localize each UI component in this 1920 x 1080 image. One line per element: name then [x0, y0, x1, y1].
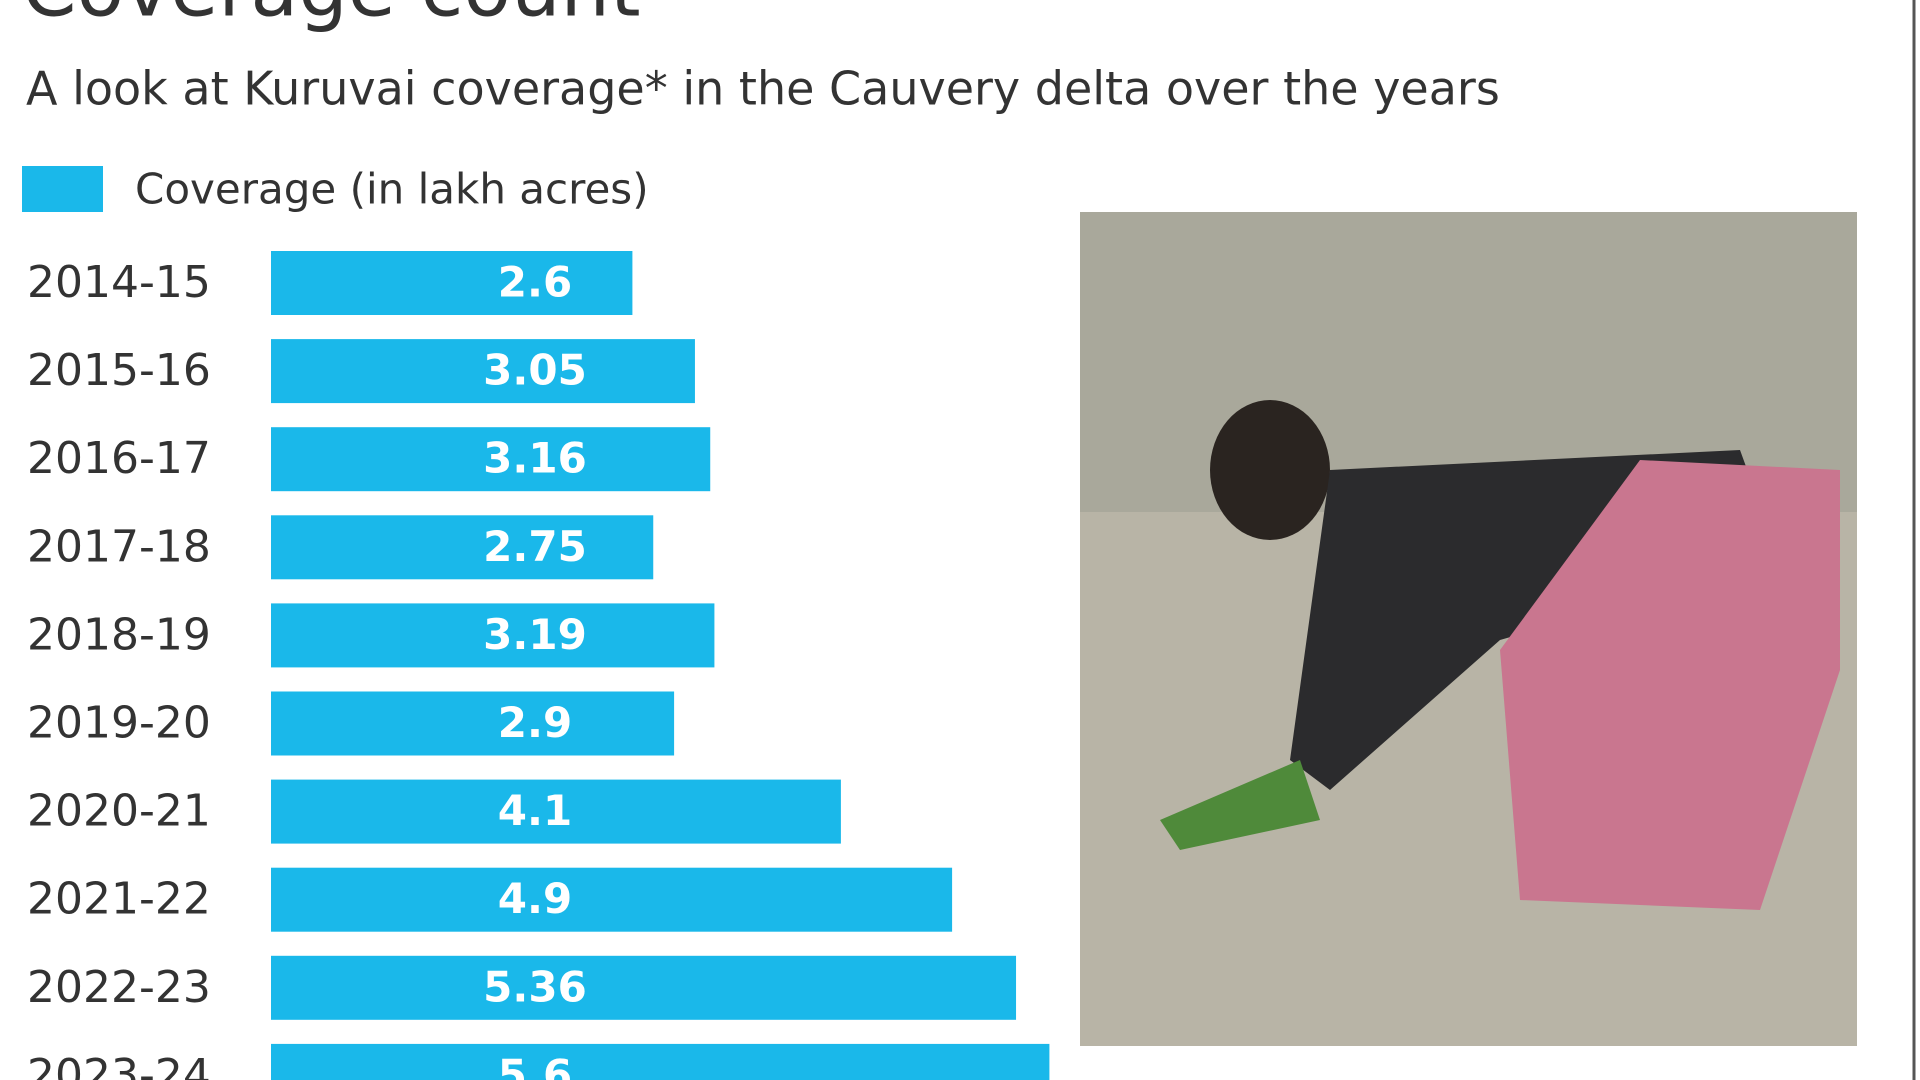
category-label: 2022-23 [27, 962, 211, 1013]
legend-label: Coverage (in lakh acres) [135, 165, 649, 214]
bar [271, 1043, 1050, 1080]
value-label: 3.19 [483, 610, 587, 659]
bar [271, 515, 654, 580]
photo-seedlings [1160, 760, 1320, 850]
category-label: 2014-15 [27, 257, 211, 308]
photo-skirt [1500, 460, 1840, 910]
bar [271, 251, 633, 315]
category-label: 2016-17 [27, 433, 211, 484]
bar [271, 339, 695, 404]
photo [1080, 212, 1857, 1046]
value-label: 2.75 [483, 522, 587, 571]
bar [271, 867, 953, 932]
value-label: 3.16 [483, 434, 587, 483]
value-label: 2.9 [498, 698, 572, 747]
value-label: 5.36 [483, 962, 587, 1011]
value-label: 2.6 [498, 258, 572, 307]
chart-title: Coverage count [22, 0, 641, 34]
chart-subtitle: A look at Kuruvai coverage* in the Cauve… [26, 62, 1500, 116]
category-label: 2023-24 [27, 1050, 211, 1080]
category-label: 2015-16 [27, 345, 211, 396]
bar [271, 691, 675, 756]
bar [271, 427, 711, 492]
value-label: 4.1 [498, 786, 572, 835]
category-label: 2021-22 [27, 874, 211, 925]
bar [271, 955, 1017, 1020]
category-label: 2020-21 [27, 786, 211, 837]
category-label: 2018-19 [27, 609, 211, 660]
photo-head [1210, 400, 1330, 540]
bar [271, 779, 841, 844]
bar [271, 603, 715, 668]
value-label: 4.9 [498, 874, 572, 923]
value-label: 3.05 [483, 346, 587, 395]
category-label: 2019-20 [27, 698, 211, 749]
category-label: 2017-18 [27, 521, 211, 572]
legend-swatch [22, 166, 103, 212]
value-label: 5.6 [498, 1050, 572, 1080]
